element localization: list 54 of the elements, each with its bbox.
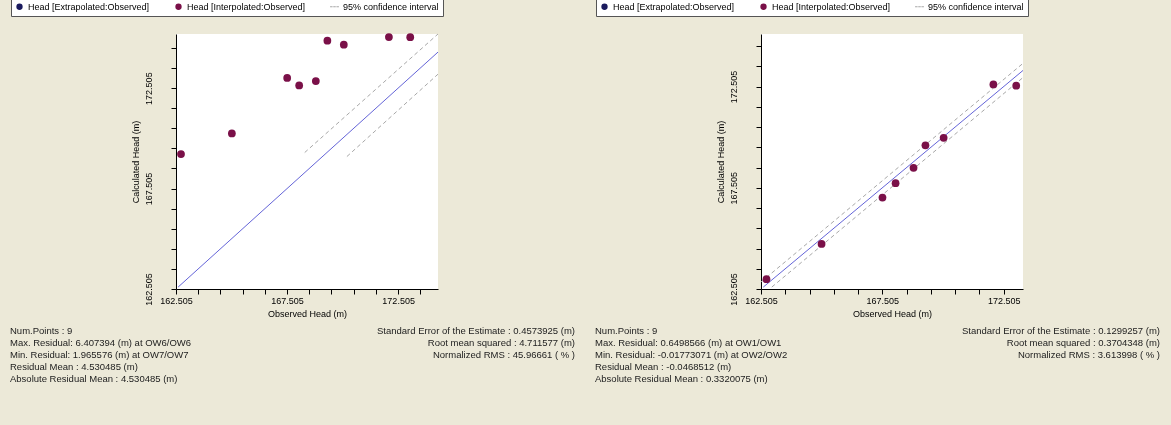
point [817,240,826,248]
text: Normalized RMS : 45.96661 ( % ) [431,349,575,361]
text: Num.Points : 9 [595,325,659,337]
x-axis-title: Observed Head (m) [852,308,933,319]
point [909,163,918,172]
text: Residual Mean : -0.0468512 (m) [595,361,733,373]
x-tick-label: 172.505 [382,295,415,306]
legend-label: 95% confidence interval [928,1,1024,12]
x-tick-label: 167.505 [866,295,900,306]
text: Standard Error of the Estimate : 0.4573925 (m) [376,325,575,337]
x-axis-title: Observed Head (m) [267,308,348,319]
x-tick-label: 162.505 [160,295,193,306]
point [878,193,887,202]
text: Standard Error of the Estimate : 0.1299257 (m) [961,325,1160,337]
x-tick-label: 162.505 [745,295,778,306]
text: Min. Residual: -0.01773071 (m) at OW2/OW2 [595,349,789,361]
legend-label: Head [Interpolated:Observed] [772,1,891,12]
text: Max. Residual: 0.6498566 (m) at OW1/OW1 [595,337,783,349]
text: Root mean squared : 0.3704348 (m) [1005,337,1160,349]
point [323,36,332,45]
text: Absolute Residual Mean : 0.3320075 (m) [595,373,769,385]
y-tick-label: 172.505 [728,70,739,104]
text: Absolute Residual Mean : 4.530485 (m) [10,373,179,385]
point [891,179,900,188]
text: Num.Points : 9 [10,325,74,337]
y-tick-label: 172.505 [143,72,154,105]
point [385,33,393,41]
text: Residual Mean : 4.530485 (m) [10,361,139,373]
legend-label: Head [Extrapolated:Observed] [613,1,735,12]
point [177,150,185,158]
y-tick-label: 167.505 [728,172,739,205]
y-axis-title: Calculated Head (m) [130,120,141,204]
point [989,80,998,89]
legend-label: 95% confidence interval [343,1,439,12]
legend-label: Head [Interpolated:Observed] [187,1,306,12]
point [1012,81,1021,90]
point [921,141,930,150]
point [939,134,948,142]
point [339,40,348,49]
point [295,81,304,90]
y-axis-title: Calculated Head (m) [715,120,726,204]
point [283,74,292,82]
point [762,275,771,284]
x-tick-label: 172.505 [987,295,1021,306]
point [227,129,236,138]
text: Normalized RMS : 3.613998 ( % ) [1016,349,1160,361]
text: Min. Residual: 1.965576 (m) at OW7/OW7 [10,349,190,361]
y-tick-label: 167.505 [143,172,154,206]
legend-label: Head [Extrapolated:Observed] [28,1,150,12]
text: Max. Residual: 6.407394 (m) at OW6/OW6 [10,337,193,349]
point [311,77,320,85]
x-tick-label: 167.505 [271,295,304,306]
point [406,33,415,42]
text: Root mean squared : 4.711577 (m) [426,337,575,349]
